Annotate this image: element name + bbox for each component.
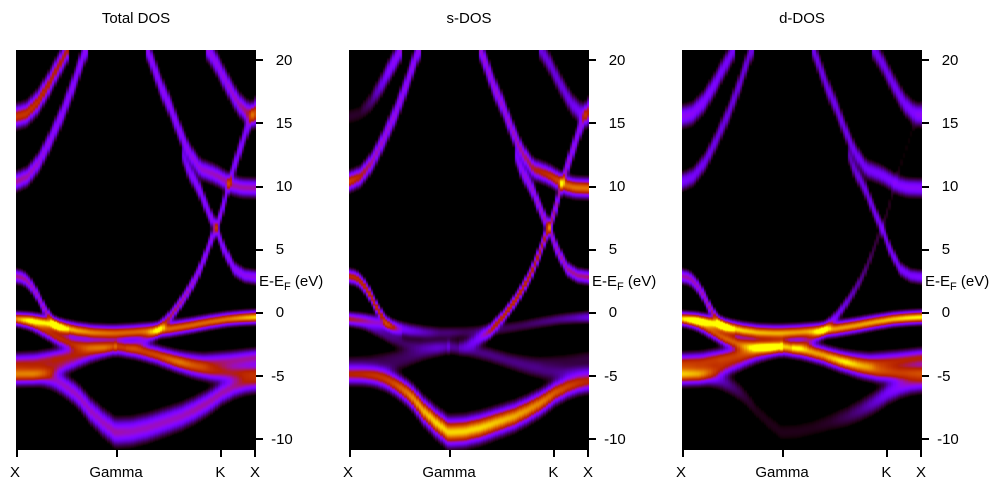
x-tick	[448, 450, 451, 457]
y-tick	[922, 122, 929, 125]
x-tick-label-x-3: X	[915, 463, 927, 481]
x-tick-label-gamma-1: Gamma	[89, 463, 143, 481]
y-axis-label-sub: F	[617, 280, 624, 293]
y-axis-label-main: E-E	[925, 272, 951, 290]
y-tick-label: 10	[941, 178, 959, 195]
y-tick	[922, 375, 929, 378]
x-tick	[220, 450, 223, 457]
y-tick-label: -5	[271, 367, 285, 385]
y-axis-label-main: E-E	[592, 272, 618, 290]
y-tick	[256, 375, 263, 378]
y-tick	[589, 185, 596, 188]
y-axis-label-unit: (eV)	[956, 272, 990, 290]
y-tick	[589, 438, 596, 441]
y-tick	[256, 122, 263, 125]
y-tick-label: 15	[608, 114, 626, 132]
y-tick-label: 15	[941, 114, 959, 132]
y-axis-label: E-EF (eV)	[592, 274, 656, 295]
y-tick-label: 20	[608, 51, 626, 69]
x-tick-label-x-0: X	[342, 463, 354, 481]
x-tick-label-k-2: K	[548, 463, 559, 481]
x-tick-label-k-2: K	[881, 463, 892, 481]
y-tick-label: -5	[604, 367, 618, 385]
y-tick	[922, 185, 929, 188]
y-axis-label: E-EF (eV)	[925, 274, 989, 295]
x-tick	[349, 450, 351, 457]
panel-title-s-dos: s-DOS	[446, 10, 492, 27]
spectral-heatmap-s-dos	[349, 50, 589, 450]
x-tick-label-x-0: X	[675, 463, 687, 481]
spectral-heatmap-d-dos	[682, 50, 922, 450]
y-tick-label: 20	[275, 51, 293, 69]
x-tick	[886, 450, 889, 457]
x-tick	[682, 450, 684, 457]
x-tick	[781, 450, 784, 457]
y-tick-label: -5	[937, 367, 951, 385]
x-tick	[553, 450, 556, 457]
x-tick	[254, 450, 256, 457]
x-tick	[16, 450, 18, 457]
y-tick	[589, 311, 596, 314]
x-tick-label-k-2: K	[215, 463, 226, 481]
x-tick-label-x-3: X	[582, 463, 594, 481]
y-tick-label: 5	[608, 241, 618, 259]
y-tick-label: -10	[937, 430, 959, 448]
y-tick	[922, 311, 929, 314]
y-tick-label: 10	[275, 178, 293, 195]
y-tick-label: 0	[941, 304, 951, 322]
y-tick	[589, 59, 596, 62]
y-tick-label: 15	[275, 114, 293, 132]
y-tick	[256, 438, 263, 441]
y-tick-label: 20	[941, 51, 959, 69]
panel-title-d-dos: d-DOS	[779, 10, 825, 27]
y-tick-label: -10	[604, 430, 626, 448]
y-tick-label: -10	[271, 430, 293, 448]
y-tick-label: 0	[608, 304, 618, 322]
y-tick	[922, 59, 929, 62]
y-axis-label-unit: (eV)	[290, 272, 324, 290]
x-tick-label-x-3: X	[249, 463, 261, 481]
x-tick	[115, 450, 118, 457]
y-tick	[256, 311, 263, 314]
y-tick-label: 5	[275, 241, 285, 259]
spectral-heatmap-total-dos	[16, 50, 256, 450]
panel-title-total-dos: Total DOS	[101, 10, 171, 27]
y-tick	[589, 375, 596, 378]
x-tick	[920, 450, 922, 457]
y-axis-label-main: E-E	[259, 272, 285, 290]
y-tick	[256, 59, 263, 62]
y-axis-label-sub: F	[284, 280, 291, 293]
x-tick-label-gamma-1: Gamma	[422, 463, 476, 481]
x-tick	[587, 450, 589, 457]
y-tick	[256, 185, 263, 188]
y-axis-label-unit: (eV)	[623, 272, 657, 290]
x-tick-label-gamma-1: Gamma	[755, 463, 809, 481]
x-tick-label-x-0: X	[9, 463, 21, 481]
y-tick-label: 10	[608, 178, 626, 195]
y-tick	[922, 248, 929, 251]
y-tick	[256, 248, 263, 251]
y-tick	[589, 122, 596, 125]
y-tick-label: 5	[941, 241, 951, 259]
y-tick	[589, 248, 596, 251]
y-tick-label: 0	[275, 304, 285, 322]
y-tick	[922, 438, 929, 441]
y-axis-label-sub: F	[950, 280, 957, 293]
y-axis-label: E-EF (eV)	[259, 274, 323, 295]
